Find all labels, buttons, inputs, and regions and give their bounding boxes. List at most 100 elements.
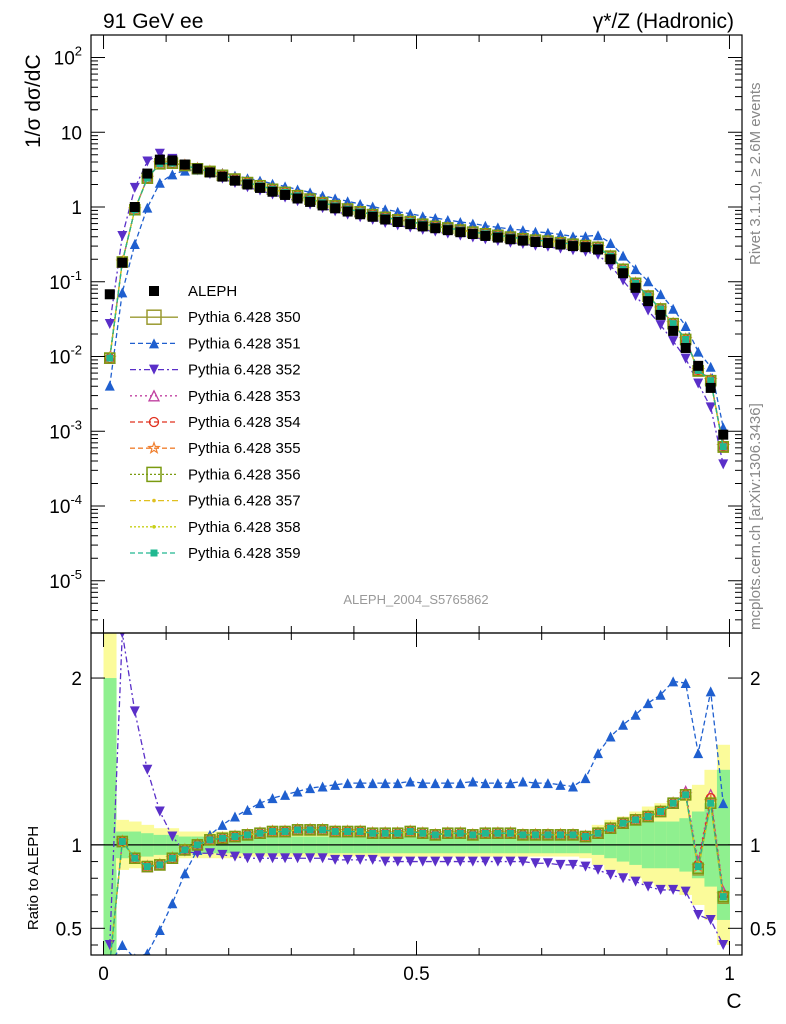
series-point-ratio xyxy=(267,793,278,804)
series-point-ratio xyxy=(629,814,642,826)
series-point-ratio xyxy=(419,829,427,837)
data-point xyxy=(330,203,341,214)
data-point xyxy=(467,229,478,240)
series-point-main xyxy=(106,354,114,362)
series-point-ratio xyxy=(417,856,428,867)
data-point xyxy=(630,282,641,293)
series-point-ratio xyxy=(380,856,391,867)
series-point-main xyxy=(718,459,729,470)
series-point-ratio xyxy=(442,778,453,789)
series-point-ratio xyxy=(316,824,329,836)
data-point xyxy=(567,241,578,252)
data-point xyxy=(117,257,128,268)
series-point-ratio xyxy=(129,706,140,717)
series-point-ratio xyxy=(417,827,429,839)
series-point-ratio xyxy=(494,829,502,837)
series-point-ratio xyxy=(680,678,691,689)
ratio-tick-label-left: 0.5 xyxy=(56,919,82,940)
series-point-ratio xyxy=(319,826,327,834)
legend-label: Pythia 6.428 350 xyxy=(188,309,301,326)
series-point-ratio xyxy=(567,781,578,792)
data-point xyxy=(280,189,291,200)
series-point-ratio xyxy=(430,778,441,789)
series-point-ratio xyxy=(693,909,704,920)
series-point-ratio xyxy=(242,853,253,864)
data-point xyxy=(705,382,716,393)
main-frame xyxy=(90,34,743,634)
series-point-main xyxy=(630,290,641,301)
legend-label: Pythia 6.428 355 xyxy=(188,440,301,457)
series-point-ratio xyxy=(682,791,690,799)
series-point-ratio xyxy=(444,829,452,837)
ratio-tick-label-right: 2 xyxy=(750,669,761,690)
data-point xyxy=(417,221,428,232)
series-point-ratio xyxy=(144,948,151,955)
data-point xyxy=(405,219,416,230)
series-point-ratio xyxy=(292,786,303,797)
series-point-ratio xyxy=(229,830,241,843)
data-point xyxy=(530,237,541,248)
series-point-ratio xyxy=(455,856,466,867)
series-point-ratio xyxy=(317,781,328,792)
legend-label: Pythia 6.428 356 xyxy=(188,466,301,483)
series-point-ratio xyxy=(580,861,591,872)
series-point-ratio xyxy=(643,698,654,709)
series-point-main xyxy=(657,305,665,313)
data-point xyxy=(430,223,441,234)
series-point-ratio xyxy=(542,778,553,789)
series-point-ratio xyxy=(544,831,552,839)
series-point-ratio xyxy=(330,779,341,790)
data-point xyxy=(342,206,353,217)
series-point-ratio xyxy=(492,778,503,789)
series-point-main xyxy=(154,177,165,188)
series-point-ratio xyxy=(179,844,191,856)
data-point xyxy=(104,289,115,300)
series-point-ratio xyxy=(530,778,541,789)
series-point-ratio xyxy=(392,778,403,789)
series-point-main xyxy=(680,353,691,364)
ratio-tick-label-right: 0.5 xyxy=(750,919,776,940)
series-point-ratio xyxy=(355,778,366,789)
series-point-ratio xyxy=(280,853,291,864)
series-point-main xyxy=(643,305,654,316)
series-point-ratio xyxy=(569,831,577,839)
legend-marker xyxy=(152,525,156,529)
data-point xyxy=(380,214,391,225)
legend-label: Pythia 6.428 358 xyxy=(188,519,301,536)
x-tick-label: 1 xyxy=(724,964,735,985)
series-point-ratio xyxy=(705,686,716,697)
ratio-tick-label-left: 2 xyxy=(71,669,82,690)
data-point xyxy=(580,242,591,253)
data-point xyxy=(643,296,654,307)
series-point-ratio xyxy=(579,830,592,843)
series-point-ratio xyxy=(707,799,715,807)
series-point-ratio xyxy=(242,804,253,815)
axes: 0 0.5 1 10-5 10-4 10-3 10-2 10-1 1 10 102 0.5 0.5 1 1 2… xyxy=(49,34,776,985)
data-point xyxy=(255,182,266,193)
data-point xyxy=(605,254,616,265)
series-point-main xyxy=(618,250,629,261)
series-point-ratio xyxy=(156,861,164,869)
y-tick-label: 10-4 xyxy=(49,492,82,518)
series-point-ratio xyxy=(167,831,178,842)
legend-marker xyxy=(150,549,158,557)
legend-marker-data xyxy=(149,286,159,296)
series-point-ratio xyxy=(669,799,677,807)
x-tick-label: 0 xyxy=(98,964,109,985)
series-point-ratio xyxy=(344,828,352,836)
series-point-main xyxy=(530,226,541,237)
series-point-main xyxy=(655,289,666,300)
series-point-ratio xyxy=(605,869,616,880)
series-point-ratio xyxy=(342,778,353,789)
legend-marker xyxy=(152,498,156,503)
series-point-ratio xyxy=(256,829,264,837)
mcplots-label: mcplots.cern.ch [arXiv:1306.3436] xyxy=(747,403,764,630)
series-point-ratio xyxy=(255,853,266,864)
legend-marker xyxy=(147,440,161,455)
data-point xyxy=(593,244,604,255)
legend-label: Pythia 6.428 357 xyxy=(188,493,301,510)
series-point-ratio xyxy=(505,778,516,789)
series-point-ratio xyxy=(119,633,125,638)
series-point-main xyxy=(680,320,691,331)
series-point-ratio xyxy=(243,831,251,839)
